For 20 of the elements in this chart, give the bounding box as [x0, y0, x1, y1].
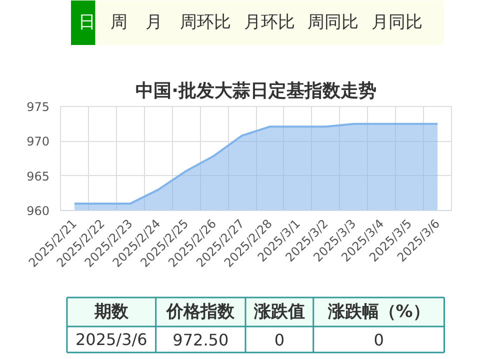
text: 0	[274, 330, 285, 350]
text: 月环比	[244, 12, 295, 32]
text: 价格指数	[166, 302, 236, 322]
text: 周同比	[308, 12, 359, 32]
chart-title: 中国·批发大蒜日定基指数走势	[136, 80, 376, 102]
text: 日	[78, 12, 96, 32]
y-tick-label: 970	[26, 134, 50, 149]
text: 月同比	[372, 12, 423, 32]
y-tick-label: 965	[26, 169, 50, 184]
text: 0	[374, 330, 384, 350]
text: 2025/3/6	[75, 330, 148, 349]
text: 月	[145, 12, 162, 32]
text: 涨跌值	[252, 302, 305, 322]
text: 涨跌幅（%）	[326, 302, 430, 322]
text: 972.50	[172, 330, 229, 350]
y-tick-label: 975	[26, 100, 50, 114]
text: 周环比	[180, 12, 232, 32]
y-tick-label: 960	[26, 204, 50, 218]
text: 期数	[93, 302, 130, 322]
text: 周	[110, 12, 128, 32]
